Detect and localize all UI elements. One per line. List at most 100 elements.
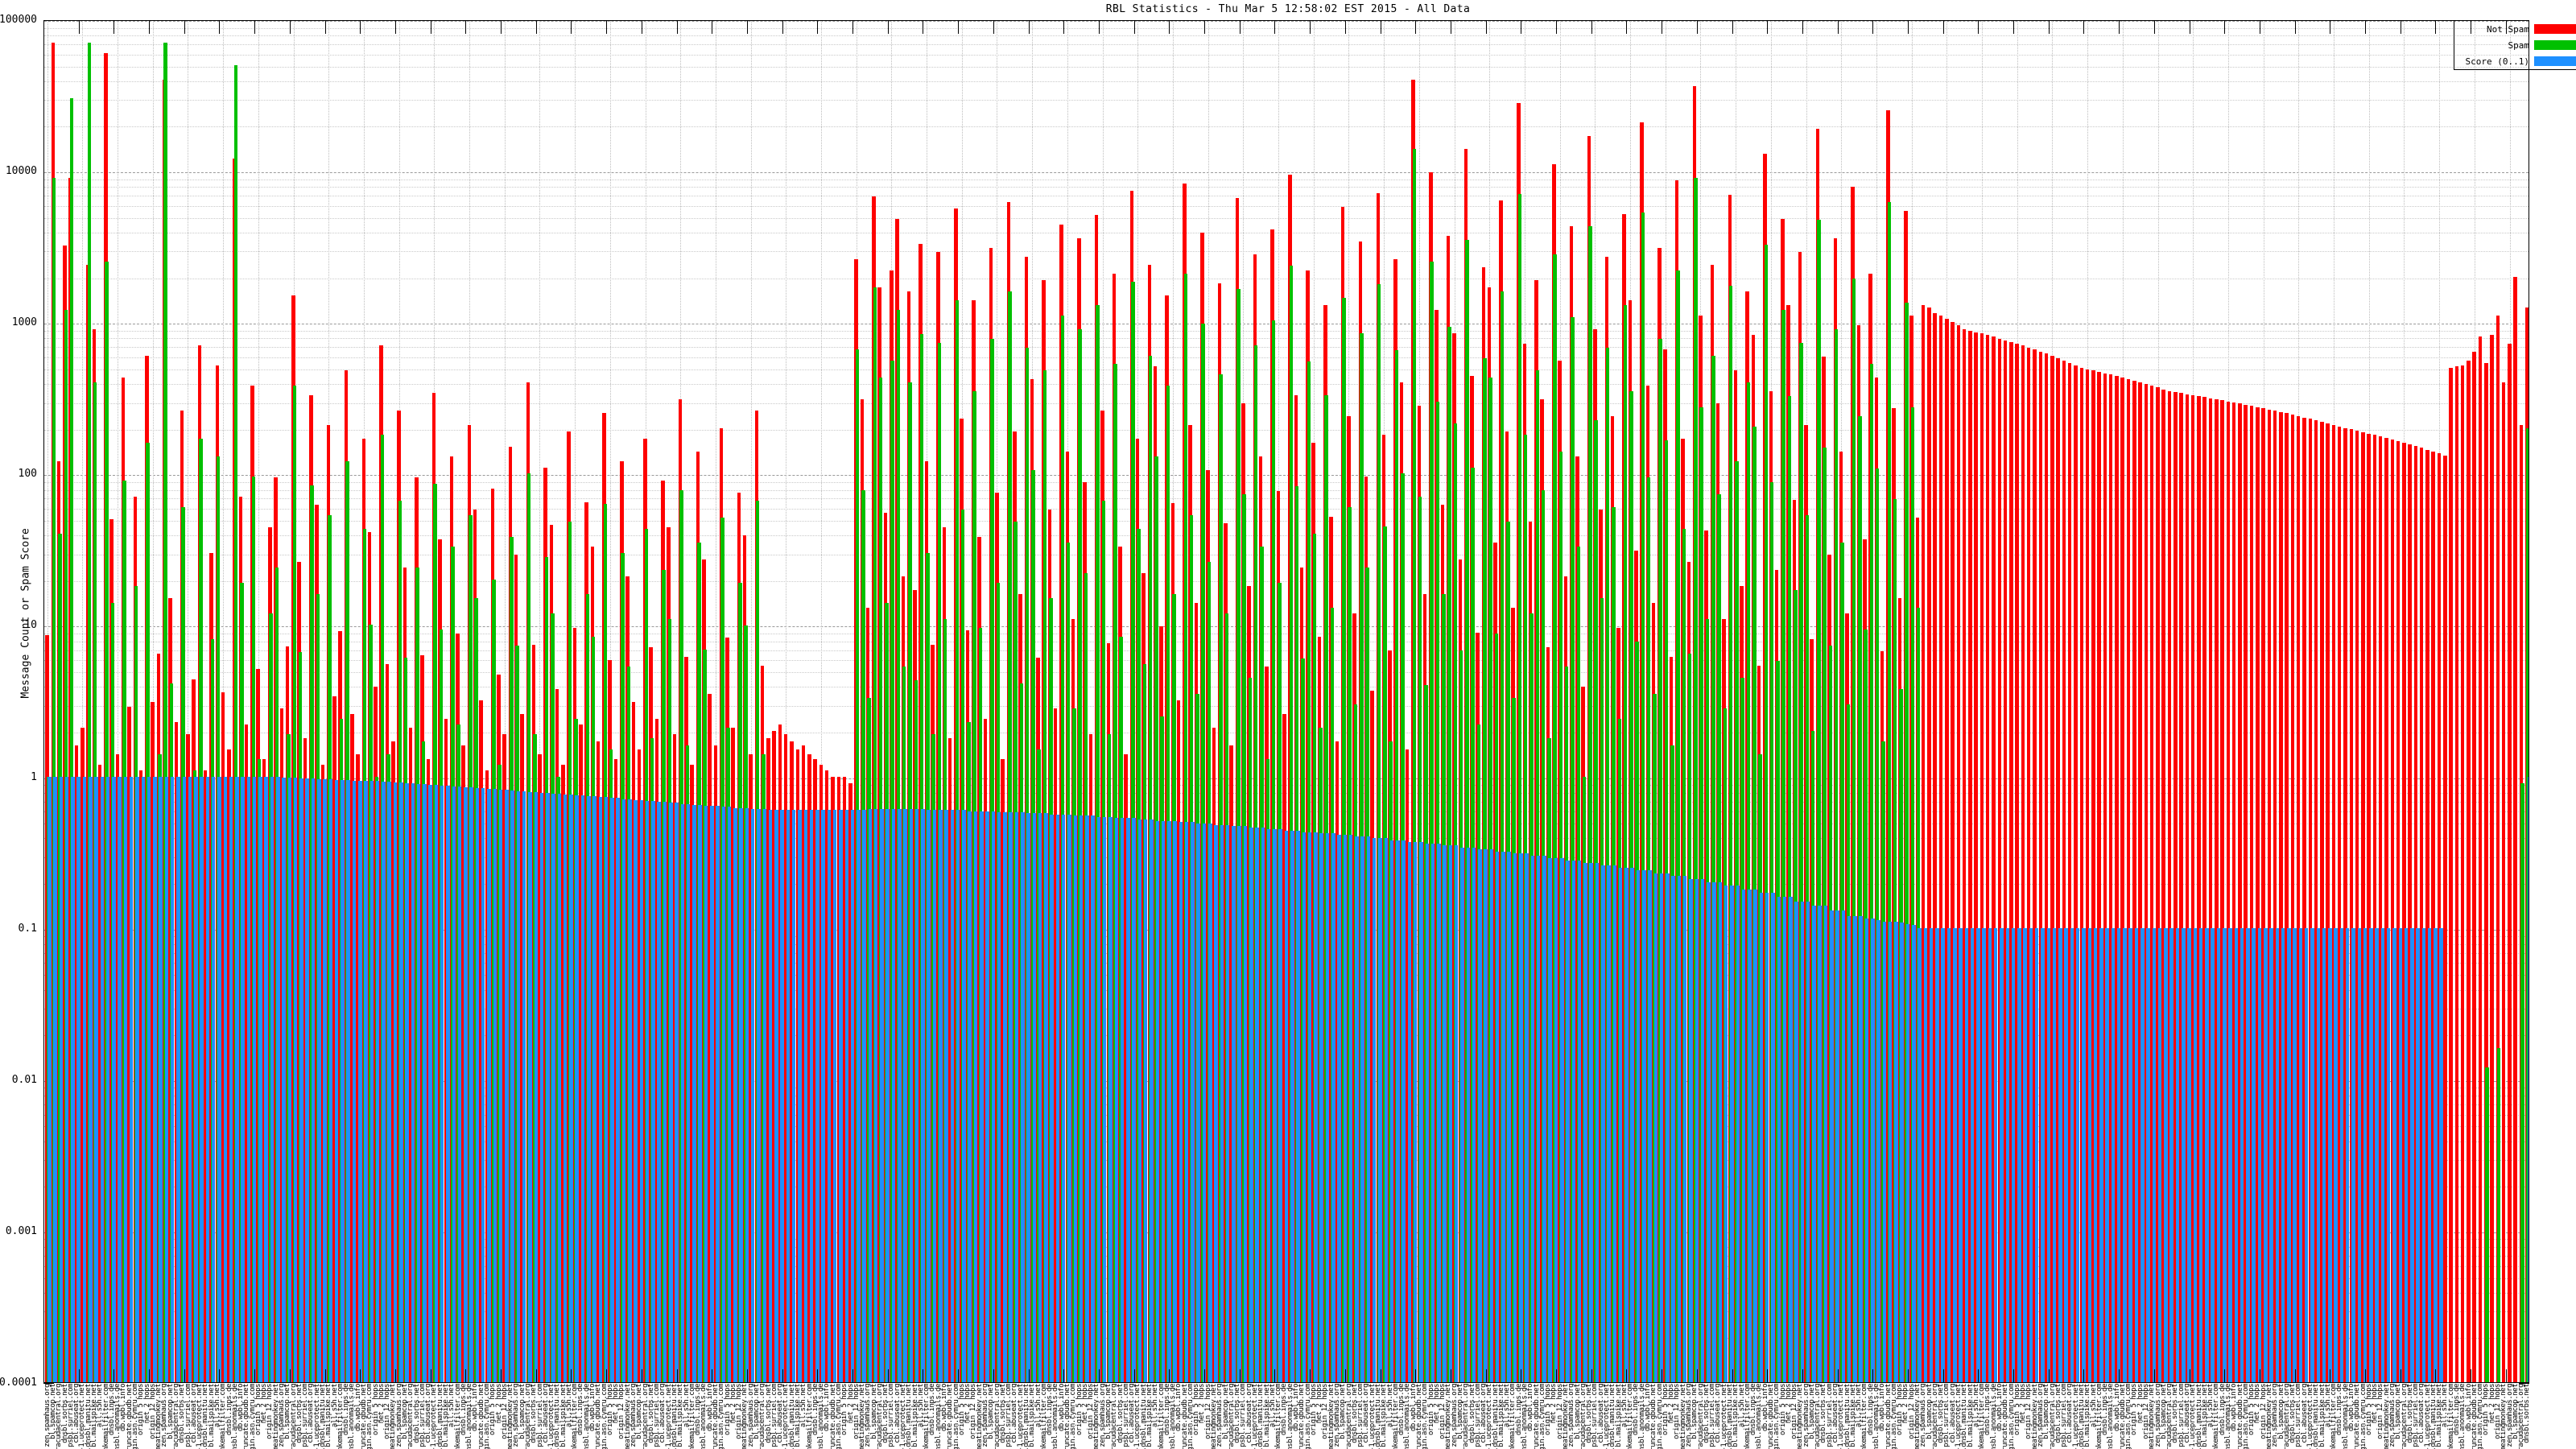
bar-score <box>2375 927 2379 1382</box>
plot-area <box>43 20 2529 1383</box>
bar-score <box>1032 813 1037 1382</box>
bar-not-spam <box>2496 316 2500 1382</box>
bar-not-spam <box>2044 353 2049 1382</box>
bar-not-spam <box>2308 419 2313 1382</box>
bar-score <box>2287 927 2291 1382</box>
bar-spam <box>1676 270 1680 1382</box>
bar-score <box>2316 927 2321 1382</box>
bar-score <box>1566 860 1570 1382</box>
bar-score <box>1191 822 1195 1382</box>
bar-score <box>287 778 292 1382</box>
bar-score <box>745 807 749 1382</box>
bar-not-spam <box>1968 330 1972 1382</box>
bar-score <box>886 808 890 1382</box>
bar-score <box>1273 828 1277 1382</box>
bar-score <box>498 789 503 1382</box>
bar-not-spam <box>2372 435 2377 1382</box>
bar-score <box>980 811 984 1382</box>
bar-score <box>1876 920 1880 1382</box>
bar-not-spam <box>2050 355 2054 1382</box>
bar-score <box>634 799 638 1382</box>
y-tick-label: 100000 <box>0 14 37 26</box>
bar-score <box>1173 820 1177 1382</box>
bar-score <box>1425 844 1430 1382</box>
bar-not-spam <box>2144 384 2149 1382</box>
bar-spam <box>2526 427 2529 1382</box>
bar-not-spam <box>2437 453 2442 1382</box>
bar-score <box>1460 847 1464 1382</box>
bar-not-spam <box>2355 431 2359 1382</box>
bar-not-spam <box>2314 420 2318 1382</box>
bar-not-spam <box>1921 304 1926 1382</box>
bar-score <box>2052 927 2057 1382</box>
bar-score <box>2041 927 2045 1382</box>
bar-score <box>1085 815 1089 1382</box>
bar-score <box>264 777 268 1382</box>
bar-score <box>1196 823 1200 1382</box>
bar-score <box>1682 876 1687 1382</box>
bar-score <box>2252 927 2256 1382</box>
bar-score <box>1918 927 1922 1382</box>
bar-score <box>557 793 562 1382</box>
legend-item-not-spam[interactable]: Not Spam <box>2454 21 2576 37</box>
bar-not-spam <box>502 734 506 1382</box>
bar-score <box>1864 919 1869 1382</box>
bar-score <box>921 808 925 1382</box>
bar-score <box>358 780 362 1382</box>
bar-score <box>868 808 873 1382</box>
bar-score <box>516 791 521 1382</box>
bar-not-spam <box>766 737 770 1382</box>
bar-not-spam <box>2256 407 2260 1382</box>
bar-score <box>1959 927 1963 1382</box>
bar-score <box>440 785 444 1382</box>
bar-not-spam <box>2296 415 2301 1382</box>
legend-item-spam[interactable]: Spam <box>2454 37 2576 53</box>
bar-not-spam <box>2120 378 2124 1382</box>
bar-not-spam <box>2033 349 2037 1382</box>
bar-not-spam <box>2161 389 2165 1382</box>
bar-spam <box>1905 302 1909 1382</box>
bar-score <box>844 810 848 1382</box>
bar-score <box>411 783 415 1382</box>
bar-not-spam <box>1974 332 1978 1382</box>
bar-not-spam <box>2290 415 2295 1382</box>
bar-not-spam <box>819 764 824 1382</box>
y-tick-label: 1 <box>31 770 37 783</box>
bar-not-spam <box>1212 727 1216 1382</box>
bar-not-spam <box>279 708 284 1382</box>
bar-score <box>592 796 597 1382</box>
bar-score <box>2322 927 2326 1382</box>
bar-score <box>1724 886 1728 1382</box>
bar-score <box>1794 901 1798 1382</box>
bar-not-spam <box>2132 381 2136 1382</box>
legend-swatch-not-spam <box>2534 24 2576 34</box>
bar-score <box>1624 867 1629 1382</box>
bar-score <box>1976 927 1980 1382</box>
bar-score <box>457 786 462 1382</box>
bar-score <box>985 811 989 1382</box>
bar-score <box>539 792 544 1382</box>
bar-score <box>1478 849 1482 1382</box>
bar-score <box>405 783 409 1382</box>
bar-score <box>2339 927 2344 1382</box>
bar-score <box>270 777 275 1382</box>
bar-score <box>1137 819 1142 1382</box>
bar-score <box>1208 823 1212 1382</box>
bar-score <box>2310 927 2314 1382</box>
bar-score <box>522 791 526 1382</box>
bar-score <box>791 810 796 1382</box>
bar-score <box>1982 927 1986 1382</box>
bar-score <box>258 777 262 1382</box>
bar-score <box>1601 865 1605 1382</box>
bar-score <box>1823 906 1828 1382</box>
legend-item-score[interactable]: Score (0..1) <box>2454 53 2576 69</box>
bar-score <box>1266 828 1271 1382</box>
x-tick-label: dnsbl.sorbs.net <box>2523 1384 2529 1443</box>
bar-score <box>956 810 960 1382</box>
bar-not-spam <box>1370 690 1374 1382</box>
bar-spam <box>1728 286 1733 1382</box>
bar-score <box>2005 927 2010 1382</box>
bar-score <box>1666 873 1670 1382</box>
bar-spam <box>1553 254 1557 1382</box>
bar-score <box>1319 833 1323 1382</box>
